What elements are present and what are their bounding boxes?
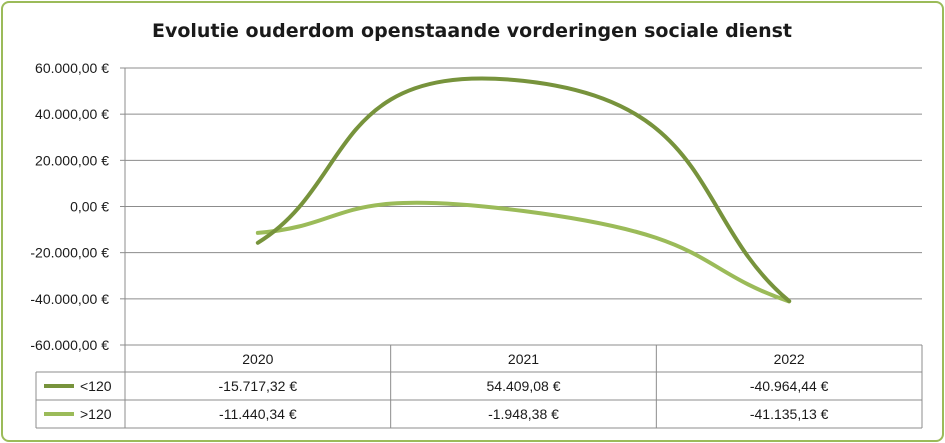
grid-lines xyxy=(120,67,922,346)
y-tick-label: 20.000,00 € xyxy=(35,152,109,168)
y-axis-tick-labels: 60.000,00 € 40.000,00 € 20.000,00 € 0,00 € -… xyxy=(30,60,109,353)
y-tick-label: -60.000,00 € xyxy=(30,337,109,353)
chart-title: Evolutie ouderdom openstaande vorderinge… xyxy=(152,20,792,42)
y-tick-label: 40.000,00 € xyxy=(35,106,109,122)
data-table-value: -11.440,34 € xyxy=(219,406,297,422)
data-table-value: 54.409,08 € xyxy=(487,378,561,394)
data-table-value: -15.717,32 € xyxy=(219,378,298,394)
data-table-value: -41.135,13 € xyxy=(750,406,829,422)
y-tick-label: 60.000,00 € xyxy=(35,60,109,76)
legend-label: <120 xyxy=(80,378,112,394)
data-table-value: -40.964,44 € xyxy=(750,378,829,394)
legend-label: >120 xyxy=(80,406,112,422)
series-lines xyxy=(255,76,792,304)
series-line xyxy=(255,200,792,304)
data-table: 2020 2021 2022 <120 -15.717,32 € 54.409,08 € -… xyxy=(35,344,923,429)
y-tick-label: -20.000,00 € xyxy=(30,245,109,261)
series-line xyxy=(255,76,792,304)
x-category-label: 2021 xyxy=(508,351,539,367)
data-table-value: -1.948,38 € xyxy=(488,406,559,422)
y-tick-label: -40.000,00 € xyxy=(30,291,109,307)
x-category-label: 2022 xyxy=(774,351,805,367)
y-tick-label: 0,00 € xyxy=(70,199,109,215)
x-category-label: 2020 xyxy=(242,351,273,367)
